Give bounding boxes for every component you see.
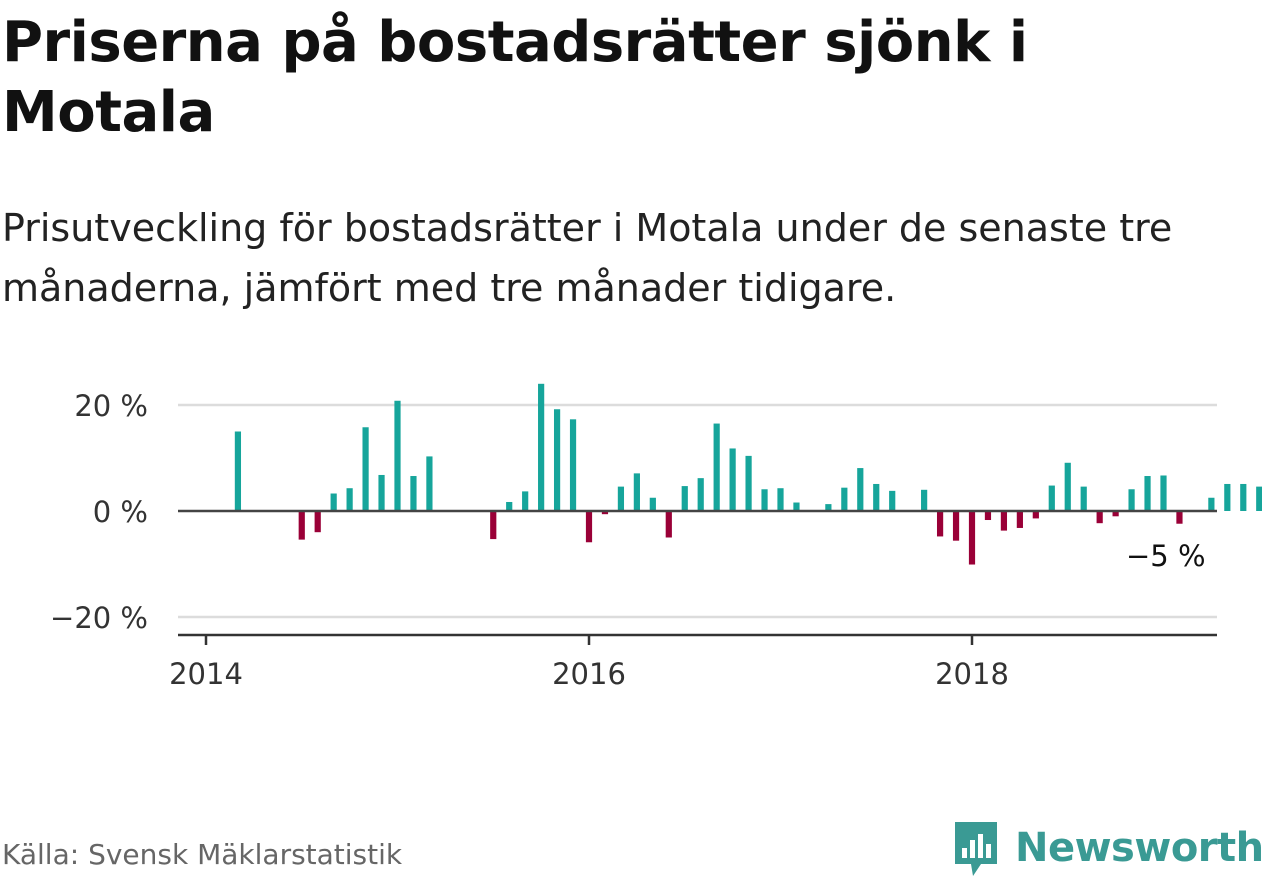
bar [681,486,688,511]
bar [1240,483,1247,511]
bar [697,478,704,511]
axis-labels: 20 %0 %−20 %201420162018202020222024−5 % [50,389,1206,691]
x-tick-label: 2014 [169,657,243,691]
logo-text: Newsworthy [1015,825,1262,871]
bar [553,409,561,511]
bar [968,511,976,565]
bar [857,468,864,511]
bar [1080,486,1087,511]
bar [793,502,800,511]
chart-title: Priserna på bostadsrätter sjönk i Motala [2,10,1028,145]
y-tick-label: −20 % [50,601,148,635]
bar [777,488,784,511]
bar [506,501,513,511]
bar [1032,511,1039,519]
bar [1000,511,1008,531]
bar [889,490,896,511]
gridlines [178,403,1217,619]
bar [330,493,337,511]
y-tick-label: 20 % [74,389,148,423]
source-note: Källa: Svensk Mäklarstatistik [2,838,403,871]
y-tick-label: 0 % [93,495,148,529]
bar [936,511,944,537]
bar [1048,485,1055,511]
bar [952,511,960,541]
bars [234,383,1262,565]
bar [921,489,928,511]
bar [665,511,672,538]
bar [378,474,385,511]
bar [298,511,305,540]
annotation-label: −5 % [1126,539,1206,573]
bar [649,497,656,511]
bar [729,448,736,511]
newsworthy-logo[interactable]: Newsworthy [951,818,1262,878]
bar [1256,486,1262,511]
bar [1208,497,1215,511]
bar [346,488,353,511]
bar [1064,462,1071,511]
bar [1176,511,1183,524]
axes [178,509,1217,645]
bar [569,419,577,511]
bar [745,455,752,511]
bar [713,423,720,511]
bar [234,431,242,511]
bar [601,511,609,515]
x-tick-label: 2016 [552,657,626,691]
bar [1016,511,1023,528]
bar [617,486,625,511]
bar [984,511,992,521]
bar [585,511,593,543]
bar [314,511,321,533]
bar [522,491,529,511]
bar [633,473,640,511]
bar [490,511,497,540]
bar [410,476,417,511]
bar [1224,483,1231,511]
bar [761,489,768,511]
bar [1128,489,1135,511]
bar [1096,511,1103,524]
bar [1160,475,1167,511]
bar [1144,476,1151,511]
bar [873,483,880,511]
bar-chart: 20 %0 %−20 %201420162018202020222024−5 % [50,383,1262,691]
newsworthy-logo-icon [955,822,997,876]
bar [841,487,848,511]
bar [538,383,545,511]
bar [825,504,832,511]
bar [1112,511,1119,517]
x-tick-label: 2018 [935,657,1009,691]
bar [362,427,369,511]
chart-subtitle: Prisutveckling för bostadsrätter i Motal… [2,206,1173,310]
bar [394,400,401,511]
bar [426,456,433,511]
